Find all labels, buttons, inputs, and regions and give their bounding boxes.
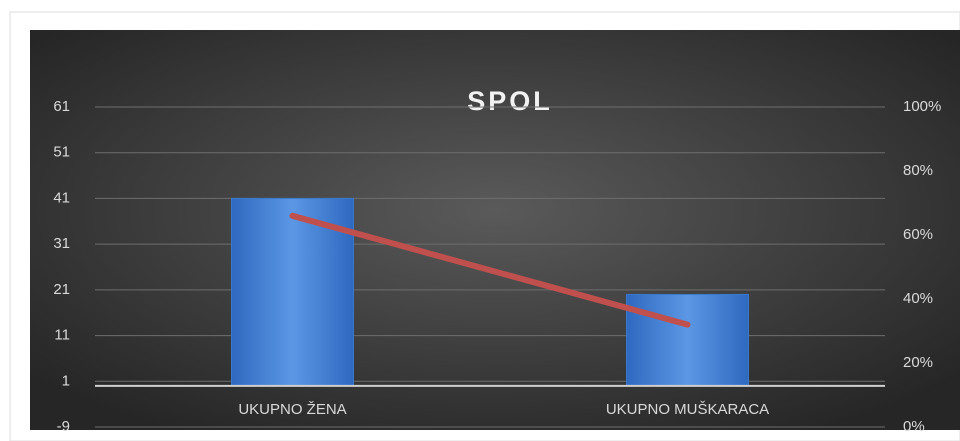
y-tick-label: 21 xyxy=(53,281,70,298)
chart-title: SPOL xyxy=(467,86,553,116)
y2-tick-label: 100% xyxy=(903,98,941,115)
y2-tick-label: 40% xyxy=(903,290,933,307)
x-tick-label: UKUPNO MUŠKARACA xyxy=(606,401,769,418)
y-tick-label: 51 xyxy=(53,144,70,161)
line xyxy=(289,212,691,328)
y2-tick-label: 0% xyxy=(903,418,925,435)
x-tick-label: UKUPNO ŽENA xyxy=(238,401,346,418)
y2-tick-label: 20% xyxy=(903,354,933,371)
y-tick-label: 31 xyxy=(53,235,70,252)
y-tick-label: 41 xyxy=(53,189,70,206)
plot-background xyxy=(30,30,960,430)
y2-tick-label: 80% xyxy=(903,162,933,179)
y-tick-label: 1 xyxy=(62,372,70,389)
y-tick-label: -9 xyxy=(57,418,70,435)
y-tick-label: 11 xyxy=(54,327,70,344)
bar xyxy=(626,293,749,387)
y2-tick-label: 60% xyxy=(903,226,933,243)
y-tick-label: 61 xyxy=(53,98,70,115)
